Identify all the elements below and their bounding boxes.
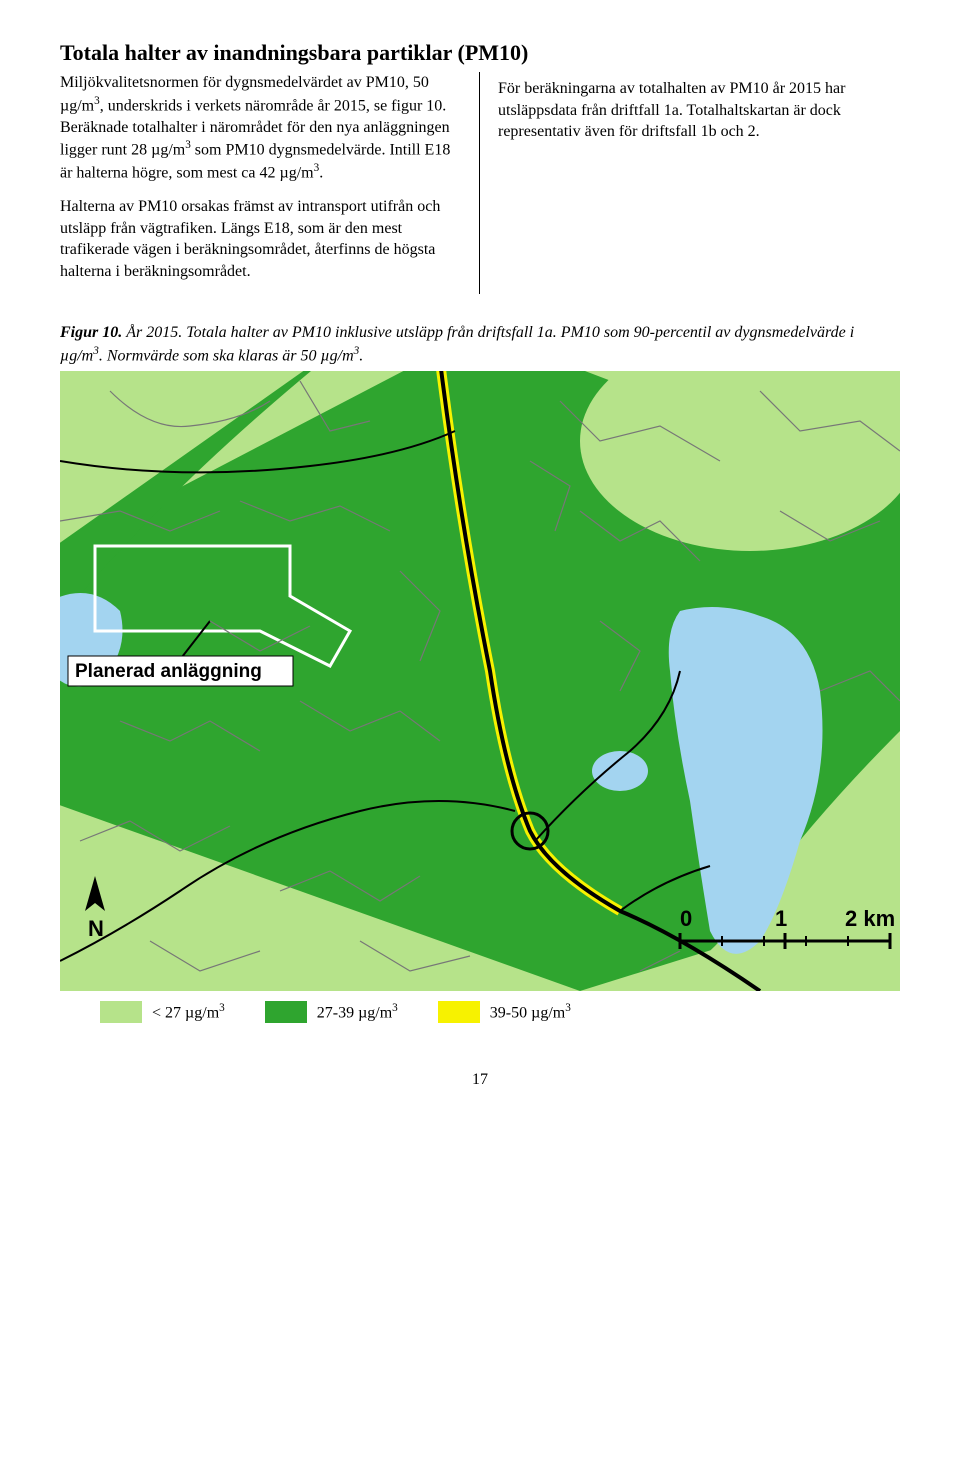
map-legend: < 27 µg/m3 27-39 µg/m3 39-50 µg/m3 (60, 1001, 900, 1023)
two-column-body: Miljökvalitetsnormen för dygnsmedelvärde… (60, 72, 900, 294)
superscript: 3 (392, 1002, 398, 1014)
legend-label-3: 39-50 µg/m3 (490, 1002, 571, 1022)
left-column: Miljökvalitetsnormen för dygnsmedelvärde… (60, 72, 480, 294)
caption-text: . (359, 347, 363, 364)
legend-swatch-2 (265, 1001, 307, 1023)
figure-caption: Figur 10. År 2015. Totala halter av PM10… (60, 322, 900, 367)
section-heading: Totala halter av inandningsbara partikla… (60, 40, 900, 66)
left-paragraph-2: Halterna av PM10 orsakas främst av intra… (60, 196, 461, 282)
legend-swatch-3 (438, 1001, 480, 1023)
planned-facility-label: Planerad anläggning (75, 661, 262, 682)
right-column: För beräkningarna av totalhalten av PM10… (480, 72, 900, 294)
legend-swatch-1 (100, 1001, 142, 1023)
caption-text: . Normvärde som ska klaras är 50 µg/m (99, 347, 354, 364)
left-paragraph-1: Miljökvalitetsnormen för dygnsmedelvärde… (60, 72, 461, 184)
text-span: 39-50 µg/m (490, 1004, 565, 1021)
scale-label-0: 0 (680, 906, 692, 931)
text-span: 27-39 µg/m (317, 1004, 392, 1021)
caption-lead: Figur 10. (60, 324, 122, 341)
legend-item-1: < 27 µg/m3 (100, 1001, 225, 1023)
superscript: 3 (565, 1002, 571, 1014)
legend-label-2: 27-39 µg/m3 (317, 1002, 398, 1022)
scale-label-2: 2 km (845, 906, 895, 931)
legend-label-1: < 27 µg/m3 (152, 1002, 225, 1022)
water-small (592, 751, 648, 791)
scale-label-1: 1 (775, 906, 787, 931)
text-span: < 27 µg/m (152, 1004, 219, 1021)
legend-item-3: 39-50 µg/m3 (438, 1001, 571, 1023)
right-paragraph-1: För beräkningarna av totalhalten av PM10… (498, 78, 900, 143)
superscript: 3 (219, 1002, 225, 1014)
legend-item-2: 27-39 µg/m3 (265, 1001, 398, 1023)
map-svg: Planerad anläggning (60, 371, 900, 991)
map-figure: Planerad anläggning (60, 371, 900, 991)
north-letter: N (88, 916, 104, 941)
page-number: 17 (60, 1071, 900, 1089)
text-span: . (319, 164, 323, 181)
